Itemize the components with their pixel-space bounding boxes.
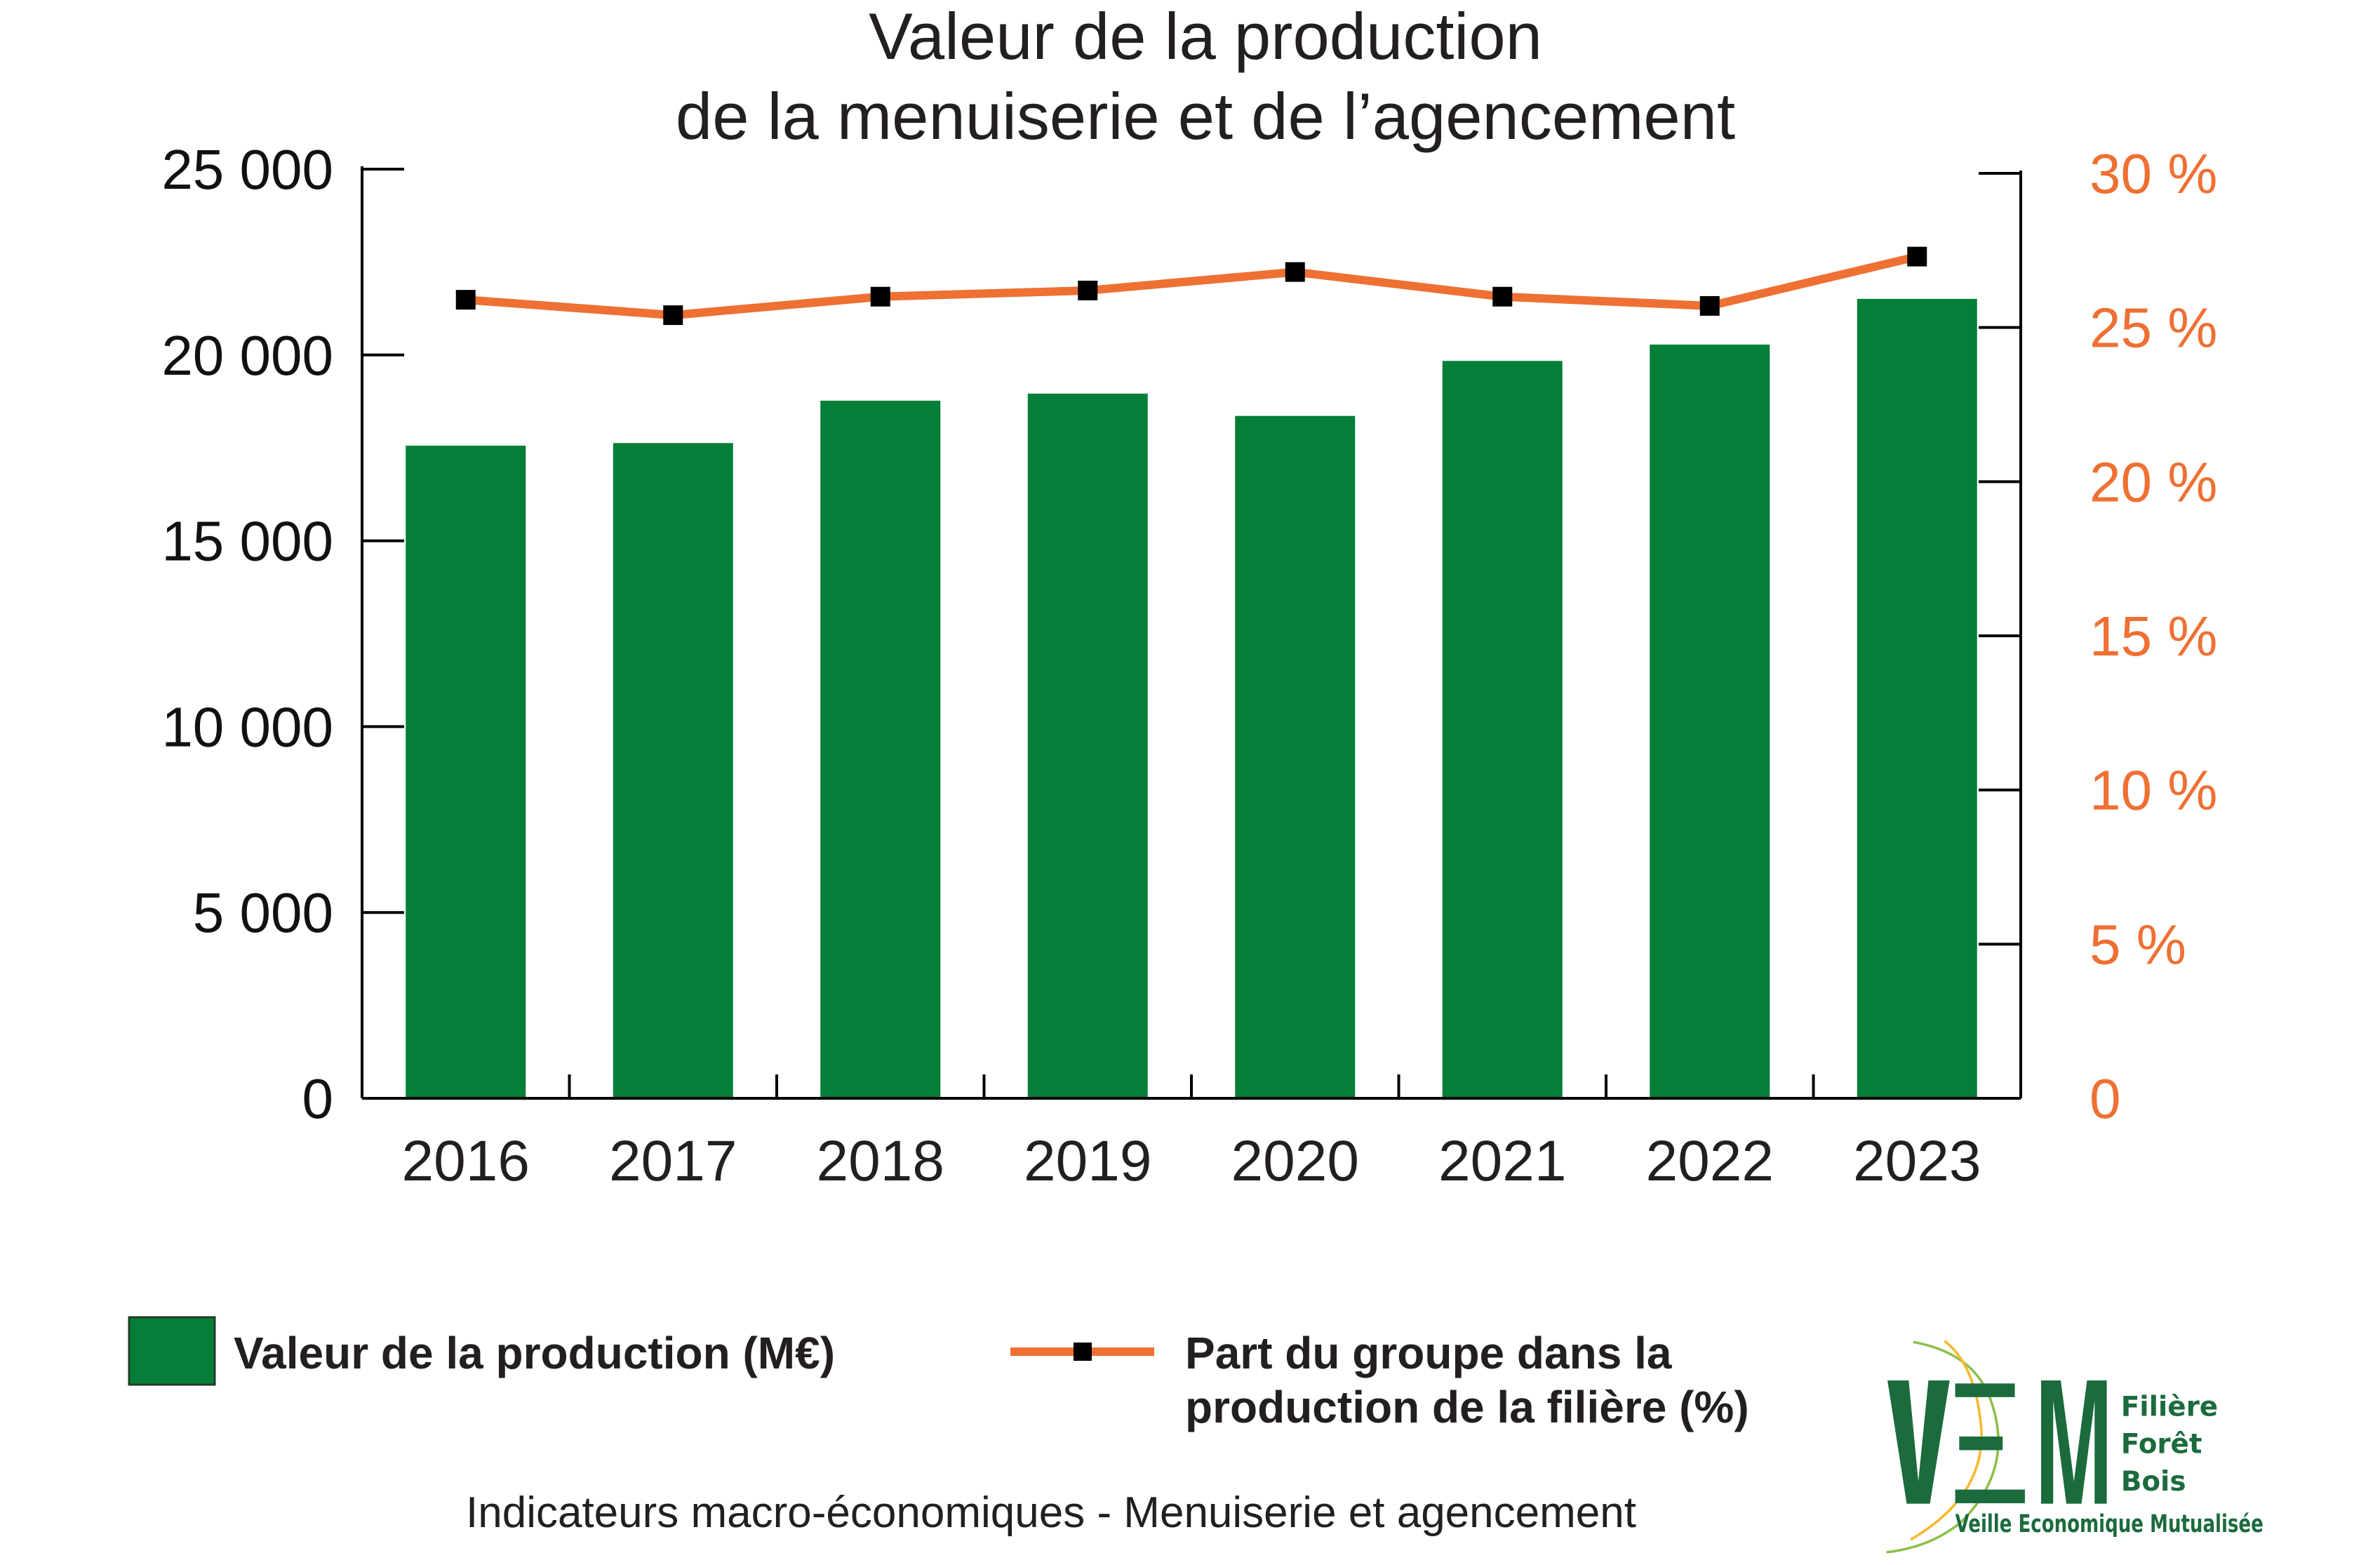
bar-2022 [1650,344,1770,1098]
bar-2018 [820,400,941,1098]
bar-2019 [1027,393,1148,1098]
chart-title-line2: de la menuiserie et de l’agencement [676,79,1735,153]
right-tick-label: 25 % [2090,297,2217,359]
bar-2020 [1235,415,1356,1098]
chart-title-line1: Valeur de la production [869,0,1542,73]
line-marker-2021 [1492,286,1513,307]
line-series [455,246,1927,326]
legend-bar-swatch [128,1316,216,1386]
bar-2023 [1857,298,1977,1098]
left-tick-label: 5 000 [193,881,333,944]
left-tick-label: 10 000 [161,695,333,758]
legend-line-marker [1074,1343,1092,1361]
right-tick-label: 15 % [2090,605,2217,667]
vem-logo: Filière Forêt Bois Veille Economique Mut… [1886,1340,2264,1554]
x-tick-label: 2020 [1231,1129,1359,1193]
line-marker-2019 [1078,280,1098,300]
left-tick-label: 15 000 [161,510,333,573]
footer-caption: Indicateurs macro-économiques - Menuiser… [466,1489,1636,1537]
right-tick-label: 5 % [2090,913,2186,975]
left-tick-label: 20 000 [161,324,333,387]
legend: Valeur de la production (M€) Part du gro… [128,1316,1749,1432]
right-tick-label: 20 % [2090,451,2217,513]
right-tick-label: 0 [2090,1067,2121,1130]
left-tick-label: 0 [302,1067,334,1130]
left-tick-label: 25 000 [161,138,333,201]
x-tick-label: 2017 [609,1129,737,1193]
right-tick-label: 10 % [2090,759,2217,822]
line-marker-2016 [455,290,476,310]
line-marker-2017 [663,305,683,326]
line-marker-2023 [1907,246,1927,267]
x-tick-label: 2022 [1646,1129,1774,1193]
line-marker-2022 [1699,295,1720,316]
x-tick-label: 2016 [402,1129,530,1193]
line-path [465,252,1918,320]
x-tick-label: 2023 [1853,1129,1981,1193]
x-tick-label: 2019 [1024,1129,1151,1193]
legend-line-label-1: Part du groupe dans la [1185,1328,1672,1378]
logo-line1: Filière [2121,1391,2218,1423]
x-tick-label: 2021 [1438,1129,1566,1193]
logo-line3: Bois [2121,1466,2186,1498]
line-marker-2018 [870,286,890,307]
logo-tagline: Veille Economique Mutualisée [1956,1510,2264,1538]
bar-2021 [1442,361,1563,1098]
legend-line-label-2: production de la filière (%) [1185,1382,1749,1432]
right-tick-label: 30 % [2090,142,2217,205]
axes: 0 5 000 10 000 15 000 20 000 25 000 0 5 % 10 % 15… [161,138,2217,1193]
logo-line2: Forêt [2121,1429,2202,1460]
bar-2016 [406,446,526,1098]
bar-2017 [613,443,733,1098]
line-marker-2020 [1285,262,1305,282]
legend-bar-label: Valeur de la production (M€) [234,1328,835,1378]
bars [406,298,1977,1098]
x-tick-label: 2018 [817,1129,944,1193]
